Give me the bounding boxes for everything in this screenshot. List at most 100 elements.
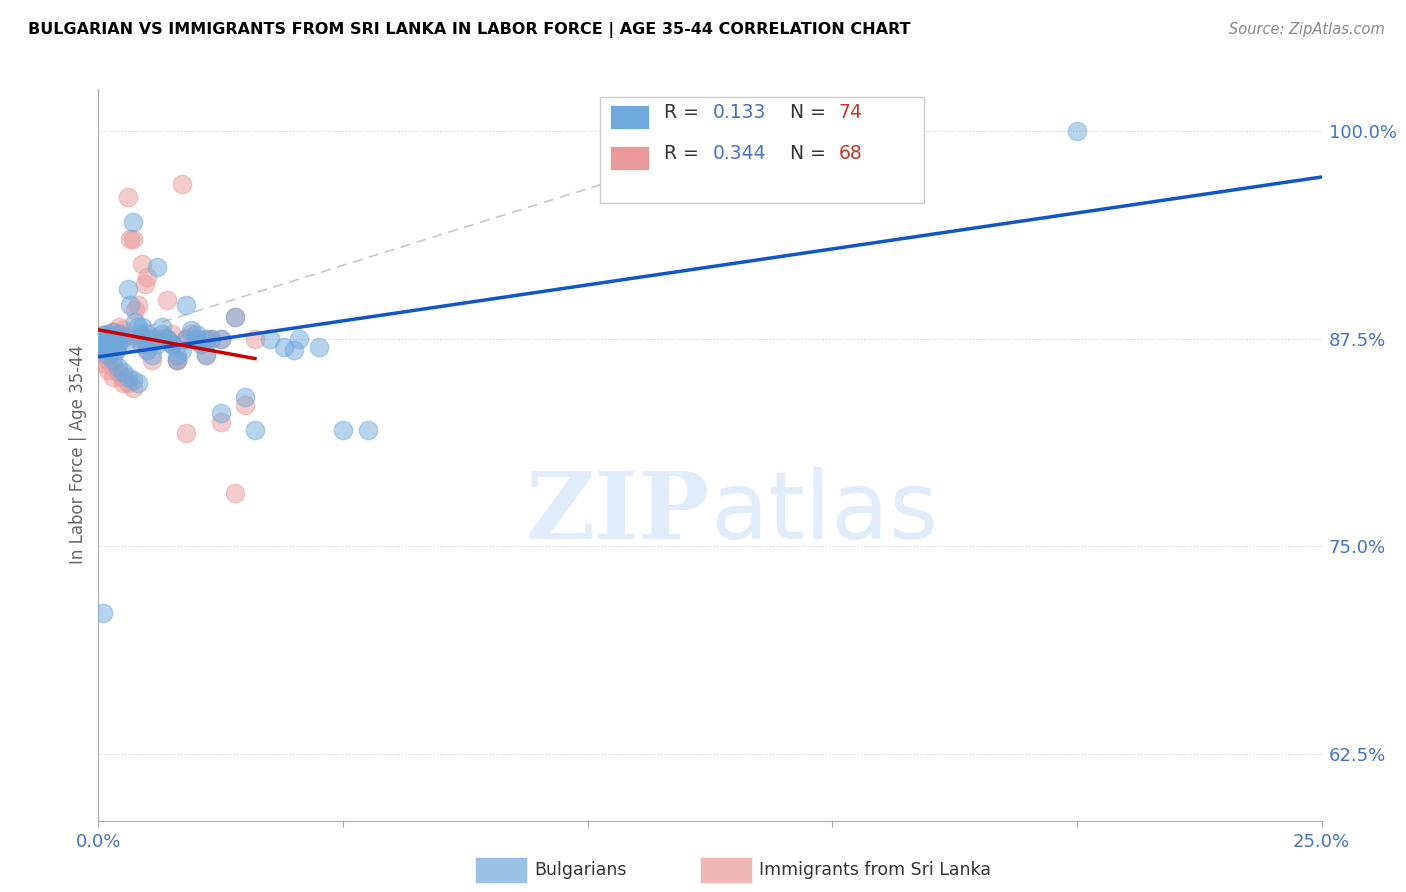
Text: Bulgarians: Bulgarians: [534, 861, 627, 879]
Point: [129, 326, 152, 341]
Text: BULGARIAN VS IMMIGRANTS FROM SRI LANKA IN LABOR FORCE | AGE 35-44 CORRELATION CH: BULGARIAN VS IMMIGRANTS FROM SRI LANKA I…: [28, 22, 911, 38]
Point: [131, 332, 153, 346]
Point: [1066, 124, 1088, 138]
Point: [111, 323, 134, 337]
Point: [200, 332, 222, 346]
Point: [176, 332, 198, 346]
Point: [96, 336, 118, 351]
Point: [110, 326, 132, 341]
Point: [129, 330, 152, 344]
Point: [195, 348, 218, 362]
Y-axis label: In Labor Force | Age 35-44: In Labor Force | Age 35-44: [69, 345, 87, 565]
Point: [100, 338, 122, 352]
Point: [121, 232, 143, 246]
Point: [332, 423, 354, 437]
Point: [104, 343, 127, 358]
Point: [209, 332, 232, 346]
Point: [156, 293, 179, 308]
Text: atlas: atlas: [710, 467, 938, 559]
Point: [190, 336, 212, 351]
Point: [107, 365, 129, 379]
Text: Immigrants from Sri Lanka: Immigrants from Sri Lanka: [759, 861, 991, 879]
Point: [91, 328, 114, 343]
Point: [91, 340, 114, 354]
Point: [180, 323, 202, 337]
Point: [136, 326, 159, 341]
Point: [134, 277, 156, 291]
Point: [233, 398, 256, 412]
Point: [111, 376, 134, 391]
FancyBboxPatch shape: [610, 146, 648, 169]
Point: [200, 332, 222, 346]
Point: [120, 232, 142, 246]
Point: [97, 326, 120, 341]
Point: [103, 334, 125, 349]
Point: [94, 348, 117, 362]
Point: [190, 336, 212, 351]
FancyBboxPatch shape: [600, 96, 924, 202]
Point: [150, 326, 173, 341]
Point: [146, 336, 169, 351]
Point: [209, 406, 232, 420]
Point: [101, 325, 124, 339]
Point: [131, 257, 153, 271]
Point: [117, 369, 139, 384]
Text: 0.133: 0.133: [713, 103, 766, 122]
Point: [176, 298, 198, 312]
Point: [195, 332, 218, 346]
Point: [243, 423, 266, 437]
Point: [108, 326, 131, 341]
Point: [160, 336, 183, 351]
Point: [127, 298, 149, 312]
Point: [91, 332, 114, 346]
Point: [91, 356, 114, 370]
Point: [259, 332, 281, 346]
Point: [117, 190, 139, 204]
Point: [166, 353, 188, 368]
Point: [209, 332, 232, 346]
Point: [195, 332, 218, 346]
Point: [111, 330, 134, 344]
Point: [107, 332, 129, 346]
Point: [104, 343, 127, 358]
Text: R =: R =: [664, 145, 704, 163]
Point: [224, 310, 246, 324]
Point: [103, 334, 125, 349]
Text: Source: ZipAtlas.com: Source: ZipAtlas.com: [1229, 22, 1385, 37]
Point: [101, 325, 124, 339]
Point: [91, 340, 114, 354]
Point: [91, 328, 114, 343]
Point: [91, 340, 114, 354]
Point: [124, 303, 146, 318]
Point: [107, 336, 129, 351]
Point: [160, 336, 183, 351]
Point: [110, 333, 132, 347]
Point: [98, 333, 121, 347]
Point: [146, 332, 169, 346]
Point: [114, 336, 136, 351]
Point: [96, 336, 118, 351]
Point: [150, 332, 173, 346]
Point: [94, 343, 117, 358]
Point: [224, 310, 246, 324]
Point: [166, 353, 188, 368]
Text: 68: 68: [838, 145, 862, 163]
Point: [107, 359, 129, 374]
Point: [127, 332, 149, 346]
Point: [101, 359, 124, 374]
Text: 0.344: 0.344: [713, 145, 766, 163]
Point: [166, 353, 188, 368]
Point: [108, 319, 131, 334]
Point: [120, 298, 142, 312]
Point: [94, 330, 117, 344]
Point: [121, 215, 143, 229]
Point: [121, 373, 143, 387]
Point: [356, 423, 378, 437]
Point: [93, 334, 115, 349]
Point: [97, 340, 120, 354]
Point: [127, 376, 149, 391]
Point: [146, 260, 169, 274]
Point: [101, 369, 124, 384]
Point: [186, 332, 208, 346]
Point: [131, 336, 153, 351]
